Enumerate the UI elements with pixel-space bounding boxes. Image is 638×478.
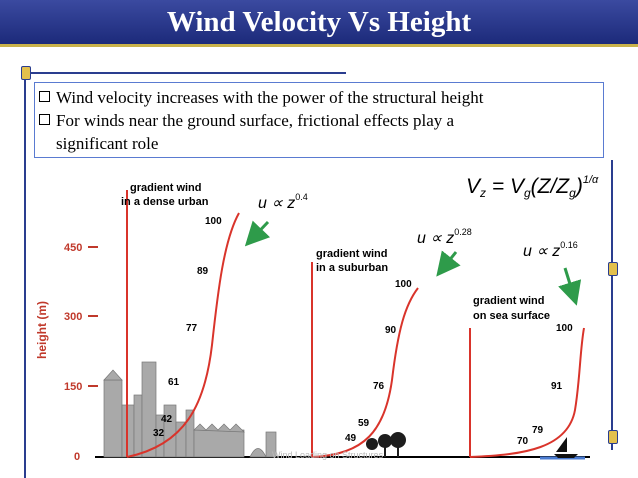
right-marker-icon-1 xyxy=(608,262,618,276)
checkbox-bullet-icon xyxy=(39,91,50,102)
title-bar: Wind Velocity Vs Height xyxy=(0,0,638,47)
urban-arrow-icon xyxy=(244,220,271,247)
bullet-box: Wind velocity increases with the power o… xyxy=(34,82,604,158)
tree-icons xyxy=(366,432,406,457)
suburban-value-59: 59 xyxy=(358,418,370,429)
right-marker-icon-2 xyxy=(608,430,618,444)
urban-power-law: u ∝ z0.4 xyxy=(258,192,308,212)
suburban-arrow-icon xyxy=(436,250,461,277)
sea-value-79: 79 xyxy=(532,425,544,436)
bullet-2-text: For winds near the ground surface, frict… xyxy=(56,111,455,130)
urban-value-32: 32 xyxy=(153,428,165,439)
urban-value-61: 61 xyxy=(168,377,180,388)
formula: Vz = Vg(Z/Zg)1/α xyxy=(466,174,599,200)
sailboat-icon xyxy=(554,437,578,458)
left-rule xyxy=(24,70,26,478)
bullet-2: For winds near the ground surface, frict… xyxy=(39,110,454,131)
sea-value-100: 100 xyxy=(556,323,573,334)
bullet-1-text: Wind velocity increases with the power o… xyxy=(56,88,484,107)
y-tick-300: 300 xyxy=(64,311,82,323)
urban-label-1: gradient wind xyxy=(130,182,202,194)
bullet-2-cont-text: significant role xyxy=(56,134,159,153)
city-buildings xyxy=(103,361,277,458)
urban-profile-curve xyxy=(126,212,240,458)
sea-value-91: 91 xyxy=(551,381,563,392)
y-tick-0: 0 xyxy=(74,451,80,463)
sea-value-70: 70 xyxy=(517,436,529,447)
left-marker-icon xyxy=(21,66,31,80)
checkbox-bullet-icon xyxy=(39,114,50,125)
urban-value-100: 100 xyxy=(205,216,222,227)
bullet-1: Wind velocity increases with the power o… xyxy=(39,87,484,108)
y-axis-label: height (m) xyxy=(35,301,49,359)
suburban-profile-curve xyxy=(311,287,419,458)
urban-value-42: 42 xyxy=(161,414,173,425)
suburban-value-76: 76 xyxy=(373,381,385,392)
bullet-2-cont: significant role xyxy=(56,133,158,154)
sea-power-law: u ∝ z0.16 xyxy=(523,240,578,260)
suburban-label-1: gradient wind xyxy=(316,248,388,260)
urban-value-77: 77 xyxy=(186,323,198,334)
sea-profile-curve xyxy=(469,327,585,458)
slide-title: Wind Velocity Vs Height xyxy=(166,5,472,38)
suburban-value-49: 49 xyxy=(345,433,357,444)
sea-label-2: on sea surface xyxy=(473,310,550,322)
suburban-power-law: u ∝ z0.28 xyxy=(417,227,472,247)
y-tick-150: 150 xyxy=(64,381,82,393)
urban-label-2: in a dense urban xyxy=(121,196,209,208)
suburban-label-2: in a suburban xyxy=(316,262,388,274)
suburban-value-90: 90 xyxy=(385,325,397,336)
y-tick-450: 450 xyxy=(64,242,82,254)
suburban-value-100: 100 xyxy=(395,279,412,290)
top-rule xyxy=(24,72,346,74)
urban-value-89: 89 xyxy=(197,266,209,277)
sea-arrow-icon xyxy=(558,267,582,306)
sea-label-1: gradient wind xyxy=(473,295,545,307)
right-rule xyxy=(611,160,613,450)
footer-text: Wind Loading on Structures xyxy=(272,450,384,460)
